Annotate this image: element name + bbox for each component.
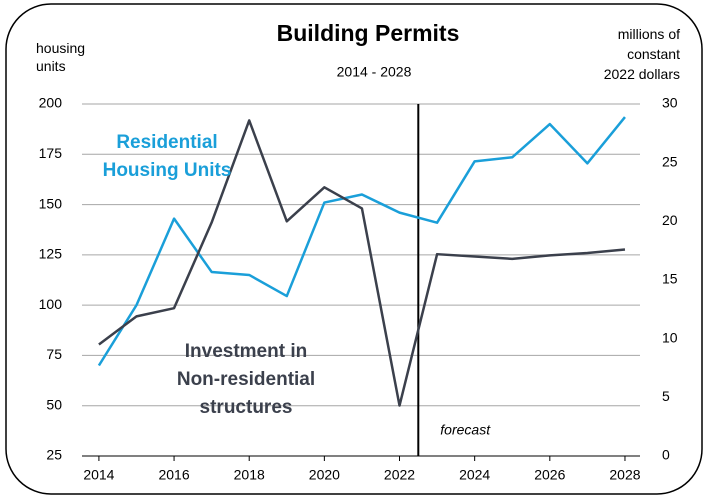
- x-tick-label: 2026: [534, 467, 565, 483]
- y-axis-label: housing units: [36, 40, 85, 74]
- y-tick-label: 50: [46, 396, 62, 412]
- y2-tick-label: 15: [662, 271, 678, 287]
- y2-tick-label: 30: [662, 95, 678, 111]
- y2-tick-label: 25: [662, 153, 678, 169]
- series-line: [97, 116, 626, 367]
- y2-tick-label: 5: [662, 388, 670, 404]
- series-label: Residential Housing Units: [103, 132, 232, 181]
- forecast-label: forecast: [440, 422, 491, 438]
- x-tick-label: 2022: [384, 467, 415, 483]
- y-tick-label: 75: [46, 346, 62, 362]
- y2-tick-label: 0: [662, 447, 670, 463]
- chart-title: Building Permits: [277, 20, 460, 46]
- x-tick-label: 2020: [309, 467, 340, 483]
- x-tick-label: 2016: [158, 467, 189, 483]
- series-label: Investment in Non-residential structures: [177, 341, 315, 418]
- y2-tick-label: 20: [662, 212, 678, 228]
- x-tick-label: 2024: [459, 467, 490, 483]
- y-tick-label: 150: [39, 195, 63, 211]
- x-tick-label: 2028: [609, 467, 640, 483]
- y2-axis-label: millions of constant 2022 dollars: [604, 26, 680, 82]
- chart-subtitle: 2014 - 2028: [337, 64, 412, 80]
- y-tick-label: 100: [39, 296, 63, 312]
- frame: [5, 3, 703, 495]
- series-line: [98, 119, 626, 407]
- y-tick-label: 25: [46, 447, 62, 463]
- x-tick-label: 2014: [83, 467, 114, 483]
- y-tick-label: 200: [39, 95, 63, 111]
- x-tick-label: 2018: [234, 467, 265, 483]
- y-tick-label: 175: [39, 145, 63, 161]
- y-tick-label: 125: [39, 246, 63, 262]
- y2-tick-label: 10: [662, 329, 678, 345]
